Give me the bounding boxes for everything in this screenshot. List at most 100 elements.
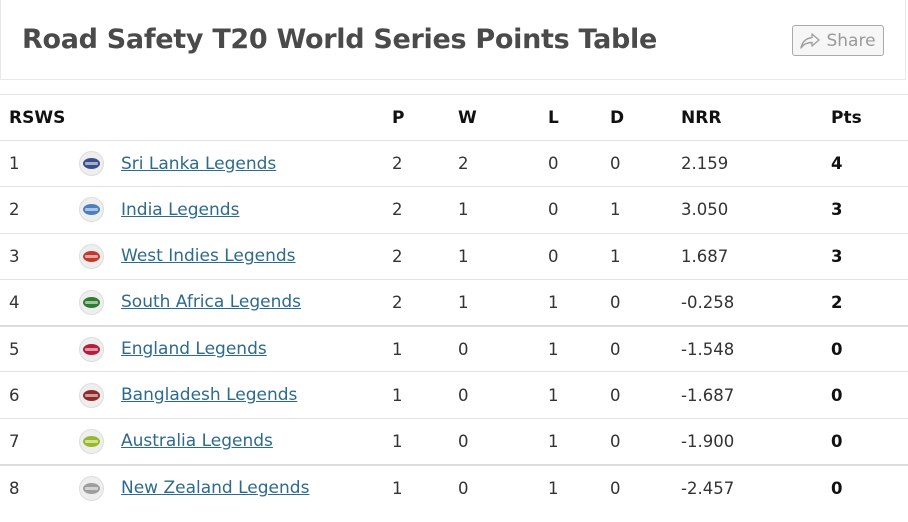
drawn-cell: 1: [610, 246, 621, 266]
team-link[interactable]: England Legends: [121, 339, 267, 360]
played-cell: 1: [392, 339, 403, 359]
team-link[interactable]: New Zealand Legends: [121, 478, 310, 499]
team-logo-cell: [79, 372, 121, 418]
team-logo-icon: [79, 197, 104, 223]
lost-cell: 1: [548, 478, 559, 498]
team-logo-icon: [79, 289, 104, 315]
points-cell: 0: [831, 385, 843, 405]
table-row: 5 England Legends 1 0 1 0 -1.548 0: [0, 325, 908, 372]
page-title: Road Safety T20 World Series Points Tabl…: [22, 24, 658, 55]
nrr-cell: -0.258: [681, 292, 735, 312]
nrr-cell: -2.457: [681, 478, 735, 498]
share-button[interactable]: Share: [792, 25, 884, 56]
rank-cell: 1: [9, 154, 20, 174]
team-name-cell: West Indies Legends: [121, 233, 384, 279]
team-logo-cell: [79, 141, 121, 187]
lost-cell: 1: [548, 292, 559, 312]
col-header-logo: [79, 95, 121, 141]
team-link[interactable]: Bangladesh Legends: [121, 385, 298, 406]
points-cell: 3: [831, 246, 843, 266]
col-header-points: Pts: [831, 107, 862, 128]
col-header-team: [121, 95, 384, 141]
team-logo-cell: [79, 465, 121, 511]
table-row: 4 South Africa Legends 2 1 1 0 -0.258 2: [0, 279, 908, 325]
team-link[interactable]: Sri Lanka Legends: [121, 153, 277, 174]
points-cell: 3: [831, 200, 843, 220]
rank-cell: 2: [9, 200, 20, 220]
nrr-cell: -1.687: [681, 385, 735, 405]
col-header-nrr: NRR: [681, 107, 722, 128]
team-name-cell: England Legends: [121, 326, 384, 372]
rank-cell: 5: [9, 339, 20, 359]
drawn-cell: 0: [610, 154, 621, 174]
nrr-cell: -1.548: [681, 339, 735, 359]
won-cell: 0: [458, 385, 469, 405]
team-logo-icon: [79, 428, 104, 454]
won-cell: 1: [458, 292, 469, 312]
nrr-cell: 2.159: [681, 154, 729, 174]
team-logo-cell: [79, 233, 121, 279]
col-header-drawn: D: [610, 107, 625, 128]
drawn-cell: 0: [610, 478, 621, 498]
team-name-cell: Sri Lanka Legends: [121, 141, 384, 187]
played-cell: 1: [392, 478, 403, 498]
team-link[interactable]: India Legends: [121, 199, 240, 220]
col-header-won: W: [458, 107, 477, 128]
played-cell: 1: [392, 431, 403, 451]
points-cell: 4: [831, 154, 843, 174]
lost-cell: 0: [548, 246, 559, 266]
col-header-rsws: RSWS: [9, 107, 66, 128]
team-link[interactable]: West Indies Legends: [121, 246, 296, 267]
lost-cell: 1: [548, 385, 559, 405]
points-table: RSWS P W L D NRR Pts 1 Sri Lanka Legends 2…: [0, 94, 908, 511]
team-link[interactable]: South Africa Legends: [121, 292, 302, 313]
team-logo-cell: [79, 418, 121, 464]
col-header-lost: L: [548, 107, 559, 128]
rank-cell: 6: [9, 385, 20, 405]
lost-cell: 0: [548, 200, 559, 220]
played-cell: 2: [392, 200, 403, 220]
drawn-cell: 0: [610, 431, 621, 451]
played-cell: 2: [392, 246, 403, 266]
drawn-cell: 0: [610, 339, 621, 359]
won-cell: 0: [458, 478, 469, 498]
points-cell: 0: [831, 431, 843, 451]
table-row: 8 New Zealand Legends 1 0 1 0 -2.457 0: [0, 464, 908, 511]
share-label: Share: [826, 30, 876, 51]
table-row: 2 India Legends 2 1 0 1 3.050 3: [0, 186, 908, 233]
rank-cell: 3: [9, 246, 20, 266]
share-arrow-icon: [800, 32, 821, 49]
won-cell: 1: [458, 200, 469, 220]
won-cell: 0: [458, 339, 469, 359]
drawn-cell: 1: [610, 200, 621, 220]
team-logo-cell: [79, 326, 121, 372]
team-name-cell: South Africa Legends: [121, 279, 384, 325]
team-name-cell: Australia Legends: [121, 418, 384, 464]
team-link[interactable]: Australia Legends: [121, 431, 273, 452]
team-logo-icon: [79, 151, 104, 177]
team-logo-icon: [79, 475, 104, 501]
team-logo-cell: [79, 279, 121, 325]
team-logo-icon: [79, 243, 104, 269]
rank-cell: 8: [9, 478, 20, 498]
won-cell: 1: [458, 246, 469, 266]
team-logo-icon: [79, 336, 104, 362]
lost-cell: 1: [548, 339, 559, 359]
rank-cell: 7: [9, 431, 20, 451]
table-row: 7 Australia Legends 1 0 1 0 -1.900 0: [0, 418, 908, 464]
team-name-cell: New Zealand Legends: [121, 465, 384, 511]
team-logo-cell: [79, 187, 121, 233]
lost-cell: 0: [548, 154, 559, 174]
table-body: 1 Sri Lanka Legends 2 2 0 0 2.159 4 2 India Legen…: [0, 140, 908, 511]
nrr-cell: 1.687: [681, 246, 729, 266]
drawn-cell: 0: [610, 292, 621, 312]
points-cell: 0: [831, 478, 843, 498]
header: Road Safety T20 World Series Points Tabl…: [0, 0, 906, 80]
lost-cell: 1: [548, 431, 559, 451]
col-header-played: P: [392, 107, 405, 128]
played-cell: 2: [392, 154, 403, 174]
won-cell: 0: [458, 431, 469, 451]
team-logo-icon: [79, 382, 104, 408]
rank-cell: 4: [9, 292, 20, 312]
